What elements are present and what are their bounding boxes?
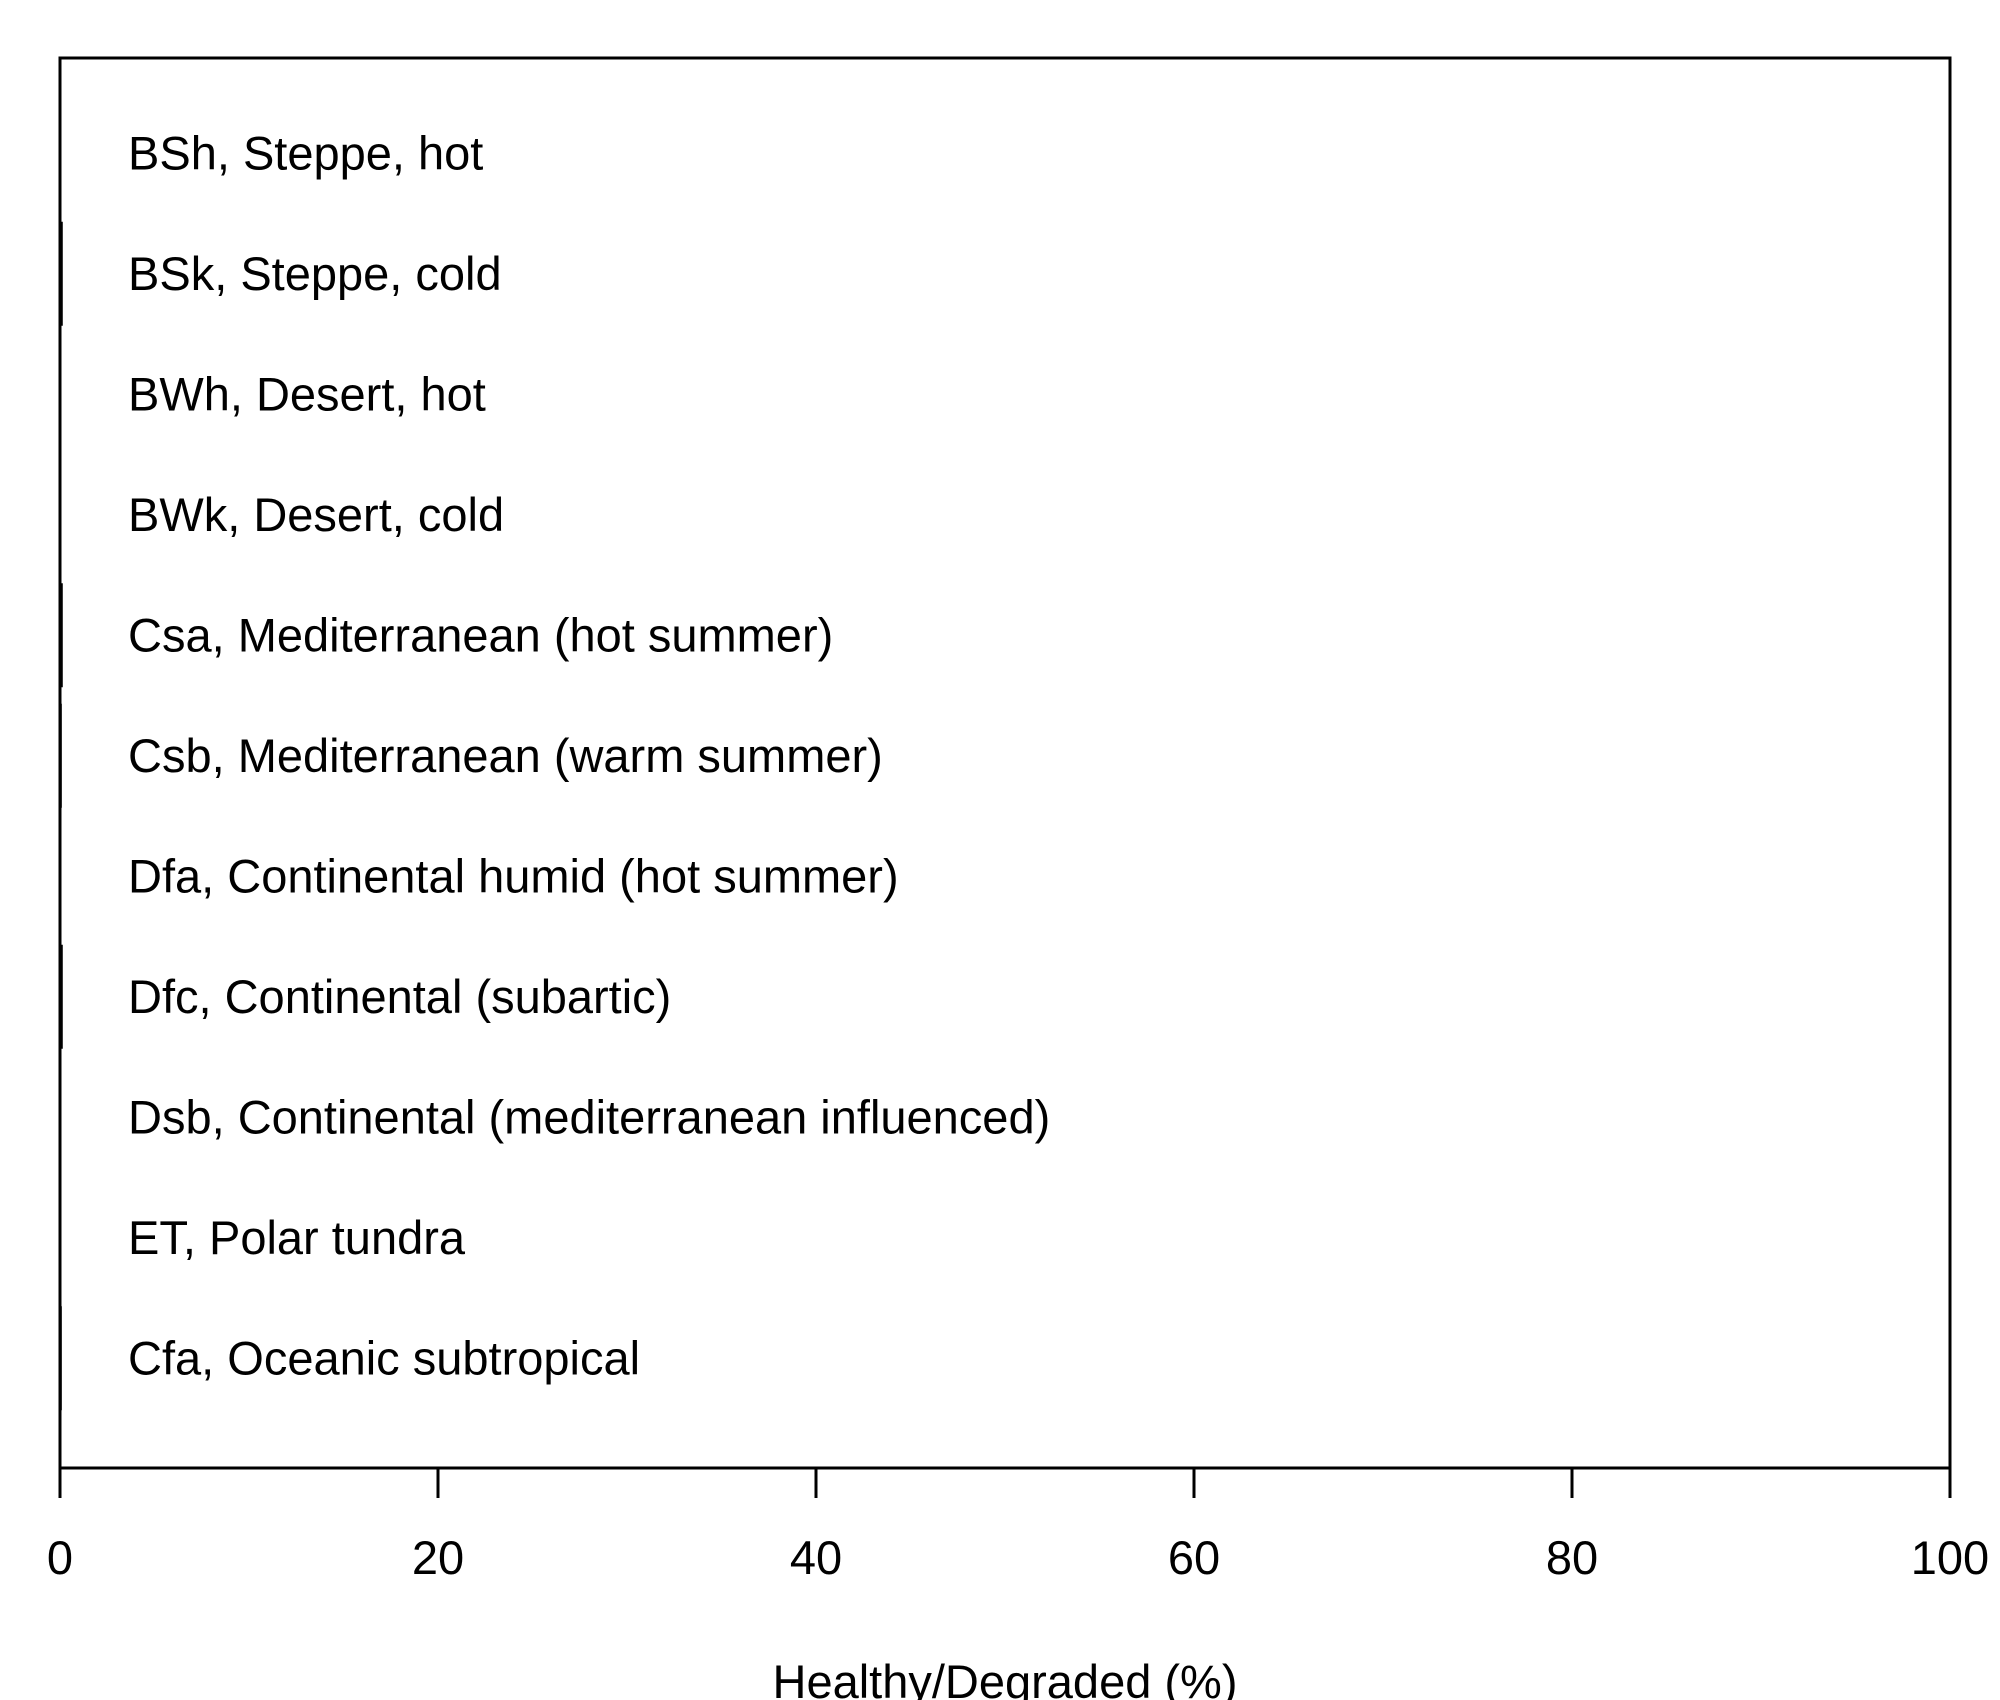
category-label: BWh, Desert, hot bbox=[128, 367, 486, 420]
x-tick-label: 80 bbox=[1546, 1531, 1598, 1584]
bar bbox=[59, 1185, 62, 1290]
bar bbox=[59, 1306, 62, 1411]
bar bbox=[59, 101, 62, 206]
category-label: ET, Polar tundra bbox=[128, 1211, 466, 1264]
x-tick-label: 40 bbox=[790, 1531, 842, 1584]
x-tick-label: 0 bbox=[47, 1531, 73, 1584]
bar bbox=[59, 1065, 62, 1170]
bar bbox=[59, 342, 62, 447]
bar bbox=[59, 221, 63, 326]
category-label: BSk, Steppe, cold bbox=[128, 247, 502, 300]
category-label: Csb, Mediterranean (warm summer) bbox=[128, 729, 883, 782]
category-label: Cfa, Oceanic subtropical bbox=[128, 1331, 640, 1384]
category-label: BSh, Steppe, hot bbox=[128, 126, 483, 179]
bar bbox=[59, 944, 63, 1049]
bar bbox=[59, 462, 62, 567]
x-axis-title: Healthy/Degraded (%) bbox=[773, 1655, 1238, 1700]
x-tick-label: 60 bbox=[1168, 1531, 1220, 1584]
bar bbox=[59, 824, 62, 929]
category-label: Csa, Mediterranean (hot summer) bbox=[128, 608, 833, 661]
category-label-group: BSh, Steppe, hot BSk, Steppe, cold BWh, De… bbox=[128, 126, 1050, 1384]
category-label: Dfa, Continental humid (hot summer) bbox=[128, 849, 899, 902]
category-label: BWk, Desert, cold bbox=[128, 488, 504, 541]
bar bbox=[59, 583, 63, 688]
x-tick-label: 100 bbox=[1911, 1531, 1989, 1584]
category-label: Dfc, Continental (subartic) bbox=[128, 970, 671, 1023]
bar bbox=[59, 703, 62, 808]
category-label: Dsb, Continental (mediterranean influenc… bbox=[128, 1090, 1050, 1143]
x-tick-label: 20 bbox=[412, 1531, 464, 1584]
x-tick-group: 0 20 40 60 80 100 bbox=[47, 1468, 1989, 1584]
bar-group bbox=[59, 101, 63, 1411]
